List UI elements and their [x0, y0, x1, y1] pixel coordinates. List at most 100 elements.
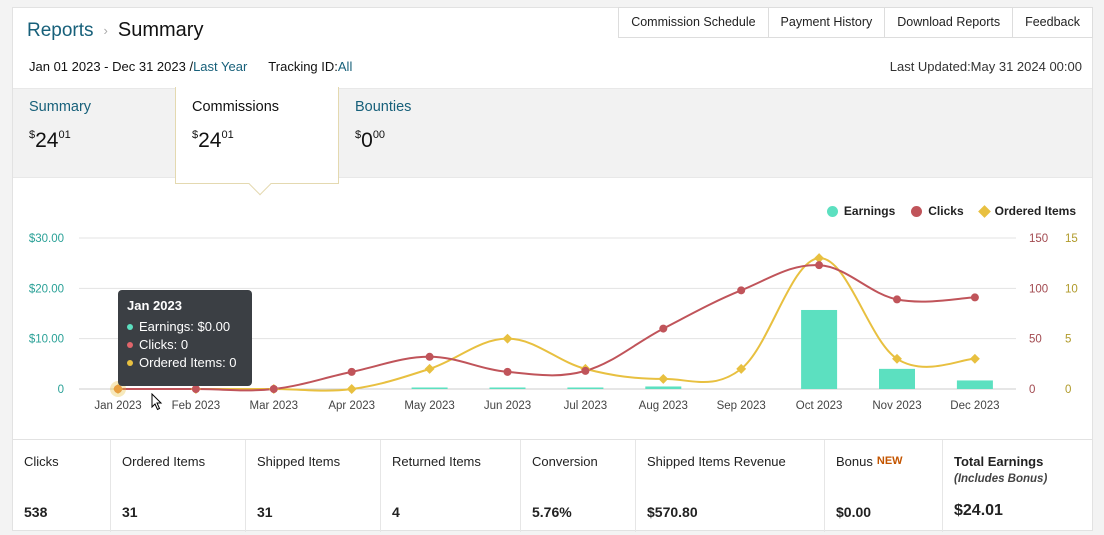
stat-label: Total Earnings: [954, 454, 1044, 469]
earnings-bar: [801, 309, 838, 389]
stat-shipped-items: Shipped Items 31: [246, 440, 381, 532]
tooltip-clicks: Clicks: 0: [139, 337, 189, 352]
summary-tabs: Summary $2401 Commissions $2401 Bounties…: [13, 87, 1092, 196]
earnings-bar: [645, 386, 682, 389]
clicks-point: [970, 293, 979, 302]
x-tick-label: Nov 2023: [872, 400, 921, 412]
breadcrumb-reports-link[interactable]: Reports: [27, 19, 94, 41]
chevron-right-icon: ›: [103, 23, 108, 38]
stat-label: Ordered Items: [122, 454, 206, 469]
x-tick-label: Jun 2023: [484, 400, 531, 412]
ordered-items-point: [502, 333, 513, 344]
y-left-tick-label: 0: [58, 384, 64, 396]
earnings-bar: [411, 387, 448, 389]
chart-tooltip: Jan 2023 Earnings: $0.00 Clicks: 0 Order…: [118, 290, 252, 386]
summary-tab-label: Summary: [29, 99, 92, 115]
stat-value: 538: [24, 504, 48, 520]
x-tick-label: Jan 2023: [94, 400, 141, 412]
stat-total-earnings: Total Earnings (Includes Bonus) $24.01: [943, 440, 1092, 532]
stat-sublabel: (Includes Bonus): [954, 473, 1048, 485]
tooltip-earnings-bullet: [127, 323, 133, 330]
clicks-point: [269, 385, 278, 393]
x-tick-label: May 2023: [404, 400, 455, 412]
legend-clicks[interactable]: Clicks: [911, 204, 964, 218]
x-tick-label: Sep 2023: [717, 400, 766, 412]
y-right-ordered-tick-label: 15: [1065, 233, 1078, 245]
y-right-ordered-tick-label: 0: [1065, 384, 1071, 396]
summary-tab-summary[interactable]: Summary $2401: [13, 89, 175, 179]
clicks-point: [425, 352, 434, 361]
x-tick-label: Mar 2023: [250, 400, 299, 412]
stat-shipped-items-revenue: Shipped Items Revenue $570.80: [636, 440, 825, 532]
stat-value: $24.01: [954, 502, 1003, 519]
x-tick-label: Apr 2023: [328, 400, 375, 412]
bounties-amount: $000: [355, 129, 386, 152]
page-title: Summary: [117, 19, 204, 41]
tracking-id-link[interactable]: All: [337, 59, 353, 74]
x-tick-label: Jul 2023: [564, 400, 607, 412]
y-right-clicks-tick-label: 150: [1029, 233, 1048, 245]
stat-value: 31: [257, 504, 273, 520]
report-header: Reports › Summary Commission Schedule Pa…: [13, 7, 1093, 88]
clicks-point: [347, 367, 356, 376]
tracking-id-label: Tracking ID:: [268, 59, 338, 74]
earnings-bar: [489, 387, 526, 389]
ordered-items-point: [736, 363, 747, 374]
y-right-ordered-tick-label: 10: [1065, 283, 1078, 295]
stat-label: Shipped Items: [257, 454, 341, 469]
legend-earnings-swatch: [826, 205, 838, 217]
tab-commission-schedule[interactable]: Commission Schedule: [618, 7, 769, 38]
stat-bonus: Bonus NEW $0.00: [825, 440, 943, 532]
stat-label: Bonus NEW: [836, 454, 903, 469]
stat-returned-items: Returned Items 4: [381, 440, 521, 532]
stat-value: $0.00: [836, 504, 872, 520]
tab-payment-history[interactable]: Payment History: [768, 7, 886, 38]
clicks-point: [893, 295, 901, 304]
clicks-point: [191, 385, 200, 393]
tab-download-reports[interactable]: Download Reports: [885, 7, 1014, 38]
tooltip-clicks-bullet: [127, 341, 133, 348]
tooltip-title: Jan 2023: [127, 298, 182, 313]
date-filter-row: Jan 01 2023 - Dec 31 2023 /Last Year Tra…: [29, 59, 352, 74]
ordered-items-point: [814, 253, 825, 264]
y-left-tick-label: $10.00: [29, 334, 64, 346]
stat-label: Shipped Items Revenue: [647, 454, 786, 469]
bounties-tab-label: Bounties: [355, 99, 412, 115]
summary-tab-commissions[interactable]: Commissions $2401: [175, 87, 339, 196]
stat-value: 4: [392, 504, 400, 520]
x-tick-label: Oct 2023: [796, 400, 843, 412]
legend-ordered-items[interactable]: Ordered Items: [977, 204, 1076, 218]
ordered-items-point: [346, 384, 357, 394]
earnings-bar: [567, 387, 604, 389]
mouse-pointer-icon: [151, 393, 163, 411]
report-nav-tabs: Commission Schedule Payment History Down…: [618, 7, 1093, 38]
ordered-items-point: [424, 363, 435, 374]
chart-legend: Earnings Clicks Ordered Items: [826, 204, 1076, 218]
tab-feedback[interactable]: Feedback: [1013, 7, 1093, 38]
clicks-point: [737, 286, 746, 295]
earnings-bar: [956, 380, 993, 389]
earnings-bar: [879, 368, 915, 389]
stat-label: Returned Items: [392, 454, 481, 469]
y-right-clicks-tick-label: 0: [1029, 384, 1035, 396]
ordered-items-point: [658, 373, 669, 384]
clicks-point: [815, 261, 824, 270]
stat-value: 5.76%: [532, 504, 572, 520]
reports-panel: Reports › Summary Commission Schedule Pa…: [12, 7, 1093, 532]
summary-amount: $2401: [29, 129, 71, 152]
stat-ordered-items: Ordered Items 31: [111, 440, 246, 532]
summary-tab-bounties[interactable]: Bounties $000: [339, 89, 501, 179]
stat-value: $570.80: [647, 504, 698, 520]
legend-earnings[interactable]: Earnings: [826, 204, 895, 218]
hover-point: [114, 385, 122, 393]
y-right-clicks-tick-label: 100: [1029, 283, 1048, 295]
stats-summary: Clicks 538 Ordered Items 31 Shipped Item…: [13, 439, 1092, 532]
stat-label: Conversion: [532, 454, 598, 469]
clicks-point: [581, 366, 590, 375]
stat-clicks: Clicks 538: [13, 440, 111, 532]
legend-clicks-swatch: [911, 205, 923, 217]
breadcrumb: Reports › Summary: [27, 19, 203, 42]
date-preset-link[interactable]: Last Year: [193, 59, 248, 74]
x-tick-label: Dec 2023: [950, 400, 999, 412]
